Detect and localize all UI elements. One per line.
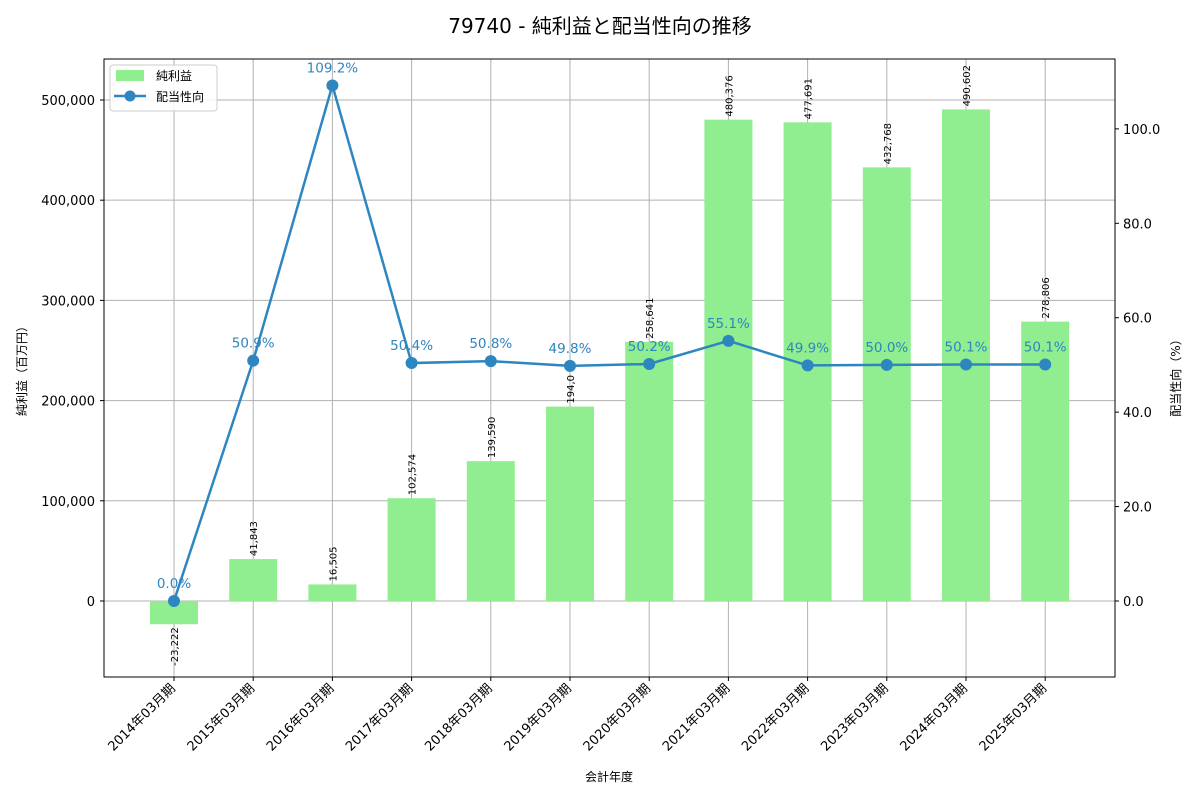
x-tick-label: 2023年03月期 xyxy=(818,681,891,754)
bar-value-label: 432,768 xyxy=(883,123,894,164)
left-y-axis-label: 純利益（百万円） xyxy=(15,320,29,416)
x-tick-label: 2024年03月期 xyxy=(898,681,971,754)
legend: 純利益 配当性向 xyxy=(109,64,218,112)
right-y-tick-label: 60.0 xyxy=(1123,312,1152,327)
left-y-tick-label: 200,000 xyxy=(41,395,95,410)
line-value-labels: 0.0% 50.9% 109.2% 50.4% 50.8% 49.8% 50.2% 55.1%… xyxy=(157,60,1067,592)
data-point-marker xyxy=(880,358,893,371)
left-y-axis: 0 100,000 200,000 300,000 400,000 500,000 xyxy=(41,94,104,610)
x-tick-label: 2018年03月期 xyxy=(422,681,495,754)
payout-ratio-line xyxy=(172,80,1046,602)
bar xyxy=(466,461,515,601)
payout-ratio-label: 55.1% xyxy=(707,316,750,332)
bar xyxy=(150,600,198,625)
legend-label-net-income: 純利益 xyxy=(156,69,192,83)
bar xyxy=(229,559,278,601)
right-y-axis-label: 配当性向（%） xyxy=(1168,333,1183,416)
legend-label-payout-ratio: 配当性向 xyxy=(156,89,204,104)
chart-title: 79740 - 純利益と配当性向の推移 xyxy=(448,14,752,38)
right-y-axis: 0.0 20.0 40.0 60.0 80.0 100.0 xyxy=(1115,123,1160,610)
data-point-marker xyxy=(484,355,497,368)
bar xyxy=(942,109,990,601)
payout-ratio-label: 109.2% xyxy=(307,60,359,76)
bar-series-net-income xyxy=(150,109,1070,625)
x-tick-label: 2017年03月期 xyxy=(343,681,416,754)
data-point-marker xyxy=(722,334,735,347)
payout-ratio-label: 0.0% xyxy=(157,576,191,592)
x-tick-label: 2025年03月期 xyxy=(977,681,1050,754)
data-point-marker xyxy=(564,359,576,372)
data-point-marker xyxy=(247,354,260,367)
right-y-tick-label: 0.0 xyxy=(1123,595,1144,610)
plot-frame xyxy=(103,58,1116,678)
x-tick-label: 2014年03月期 xyxy=(106,681,179,754)
x-tick-label: 2022年03月期 xyxy=(739,681,812,754)
left-y-tick-label: 500,000 xyxy=(41,94,95,109)
x-tick-label: 2016年03月期 xyxy=(264,681,337,754)
legend-bar-swatch-icon xyxy=(116,70,144,81)
data-point-marker xyxy=(801,359,814,372)
bar xyxy=(308,584,357,601)
payout-ratio-label: 50.1% xyxy=(945,339,988,355)
payout-ratio-label: 50.8% xyxy=(469,336,512,352)
data-point-marker xyxy=(960,358,972,371)
bar-value-label: 477,691 xyxy=(804,78,815,119)
bar-value-label: 139,590 xyxy=(487,417,498,458)
x-axis: 2014年03月期 2015年03月期 2016年03月期 2017年03月期 2018… xyxy=(106,677,1050,755)
bar xyxy=(704,119,753,601)
left-y-tick-label: 0 xyxy=(87,595,95,610)
bar-value-label: 480,376 xyxy=(724,75,735,116)
right-y-tick-label: 80.0 xyxy=(1123,217,1152,232)
data-point-marker xyxy=(405,357,418,370)
bar xyxy=(546,406,594,601)
payout-ratio-label: 50.9% xyxy=(232,336,275,352)
bar-value-label: 41,843 xyxy=(249,521,260,556)
bar-value-label: -23,222 xyxy=(170,627,181,666)
data-point-marker xyxy=(326,79,339,92)
payout-ratio-label: 50.1% xyxy=(1024,339,1067,355)
payout-ratio-label: 50.0% xyxy=(865,340,908,356)
bar xyxy=(862,167,911,601)
x-axis-label: 会計年度 xyxy=(585,769,633,784)
bar-value-label: 278,806 xyxy=(1041,277,1052,318)
bar-value-label: 194,0 xyxy=(566,375,577,404)
x-tick-label: 2021年03月期 xyxy=(660,681,733,754)
left-y-tick-label: 400,000 xyxy=(41,194,95,209)
payout-ratio-label: 49.9% xyxy=(786,340,829,356)
data-point-marker xyxy=(1039,358,1052,371)
right-y-tick-label: 100.0 xyxy=(1123,123,1160,138)
payout-ratio-label: 50.2% xyxy=(628,339,671,355)
left-y-tick-label: 100,000 xyxy=(41,495,95,510)
bar xyxy=(387,498,436,601)
bar-value-label: 102,574 xyxy=(408,454,419,495)
x-tick-label: 2020年03月期 xyxy=(581,681,654,754)
bar-value-label: 258,641 xyxy=(645,297,656,338)
left-y-tick-label: 300,000 xyxy=(41,294,95,309)
bar-value-label: 16,505 xyxy=(328,546,339,581)
x-tick-label: 2015年03月期 xyxy=(185,681,258,754)
data-point-marker xyxy=(168,594,180,607)
bar-value-label: 490,602 xyxy=(962,65,973,106)
x-tick-label: 2019年03月期 xyxy=(502,681,575,754)
bar xyxy=(625,341,674,601)
legend-marker-icon xyxy=(124,90,136,102)
right-y-tick-label: 20.0 xyxy=(1123,501,1152,516)
payout-ratio-label: 49.8% xyxy=(549,341,592,357)
data-point-marker xyxy=(643,357,656,370)
right-y-tick-label: 40.0 xyxy=(1123,406,1152,421)
bar-value-labels: -23,222 41,843 16,505 102,574 139,590 194,0 25… xyxy=(170,65,1052,666)
line-series-payout-ratio xyxy=(168,79,1052,607)
payout-ratio-label: 50.4% xyxy=(390,338,433,354)
